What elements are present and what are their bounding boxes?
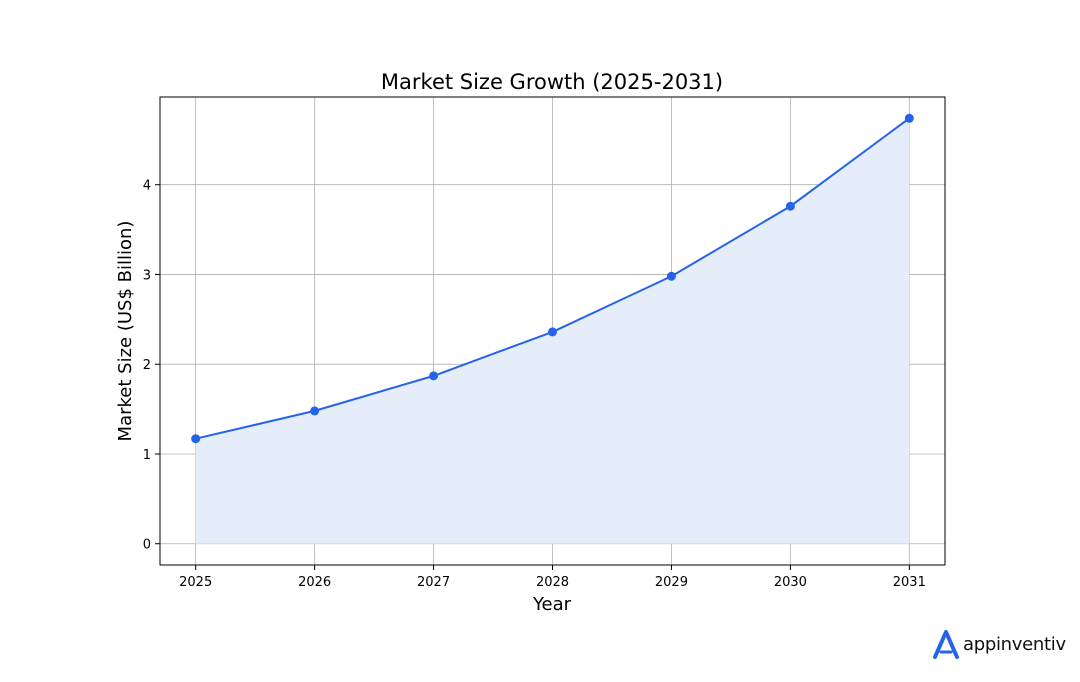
x-tick-label: 2028 bbox=[536, 575, 569, 590]
y-axis-label: Market Size (US$ Billion) bbox=[115, 221, 136, 442]
data-point bbox=[548, 327, 557, 337]
x-axis-label: Year bbox=[532, 594, 572, 615]
x-tick-label: 2026 bbox=[298, 575, 331, 590]
data-point bbox=[785, 201, 795, 211]
brand-logo: appinventiv bbox=[932, 628, 1066, 660]
chart-title: Market Size Growth (2025-2031) bbox=[381, 70, 723, 94]
data-point bbox=[191, 434, 201, 444]
y-tick-label: 3 bbox=[143, 268, 151, 283]
y-tick-label: 0 bbox=[143, 538, 151, 553]
x-tick-label: 2027 bbox=[417, 575, 450, 590]
appinventiv-logo-icon bbox=[933, 630, 959, 659]
x-tick-label: 2029 bbox=[655, 575, 688, 590]
x-tick-label: 2031 bbox=[893, 575, 926, 590]
y-ticks: 0 1 2 3 4 bbox=[143, 179, 160, 553]
x-tick-label: 2030 bbox=[774, 575, 807, 590]
data-point bbox=[904, 113, 914, 123]
y-tick-label: 1 bbox=[143, 448, 151, 463]
data-point bbox=[666, 271, 676, 281]
area-layer bbox=[195, 118, 910, 544]
x-ticks: 2025 2026 2027 2028 2029 2030 2031 bbox=[179, 565, 926, 590]
y-tick-label: 4 bbox=[143, 179, 151, 194]
y-tick-label: 2 bbox=[143, 358, 151, 373]
points-layer bbox=[191, 113, 914, 444]
data-point bbox=[429, 371, 439, 381]
series-area bbox=[195, 118, 910, 544]
data-point bbox=[310, 406, 320, 416]
x-tick-label: 2025 bbox=[179, 575, 212, 590]
brand-name: appinventiv bbox=[963, 633, 1066, 655]
